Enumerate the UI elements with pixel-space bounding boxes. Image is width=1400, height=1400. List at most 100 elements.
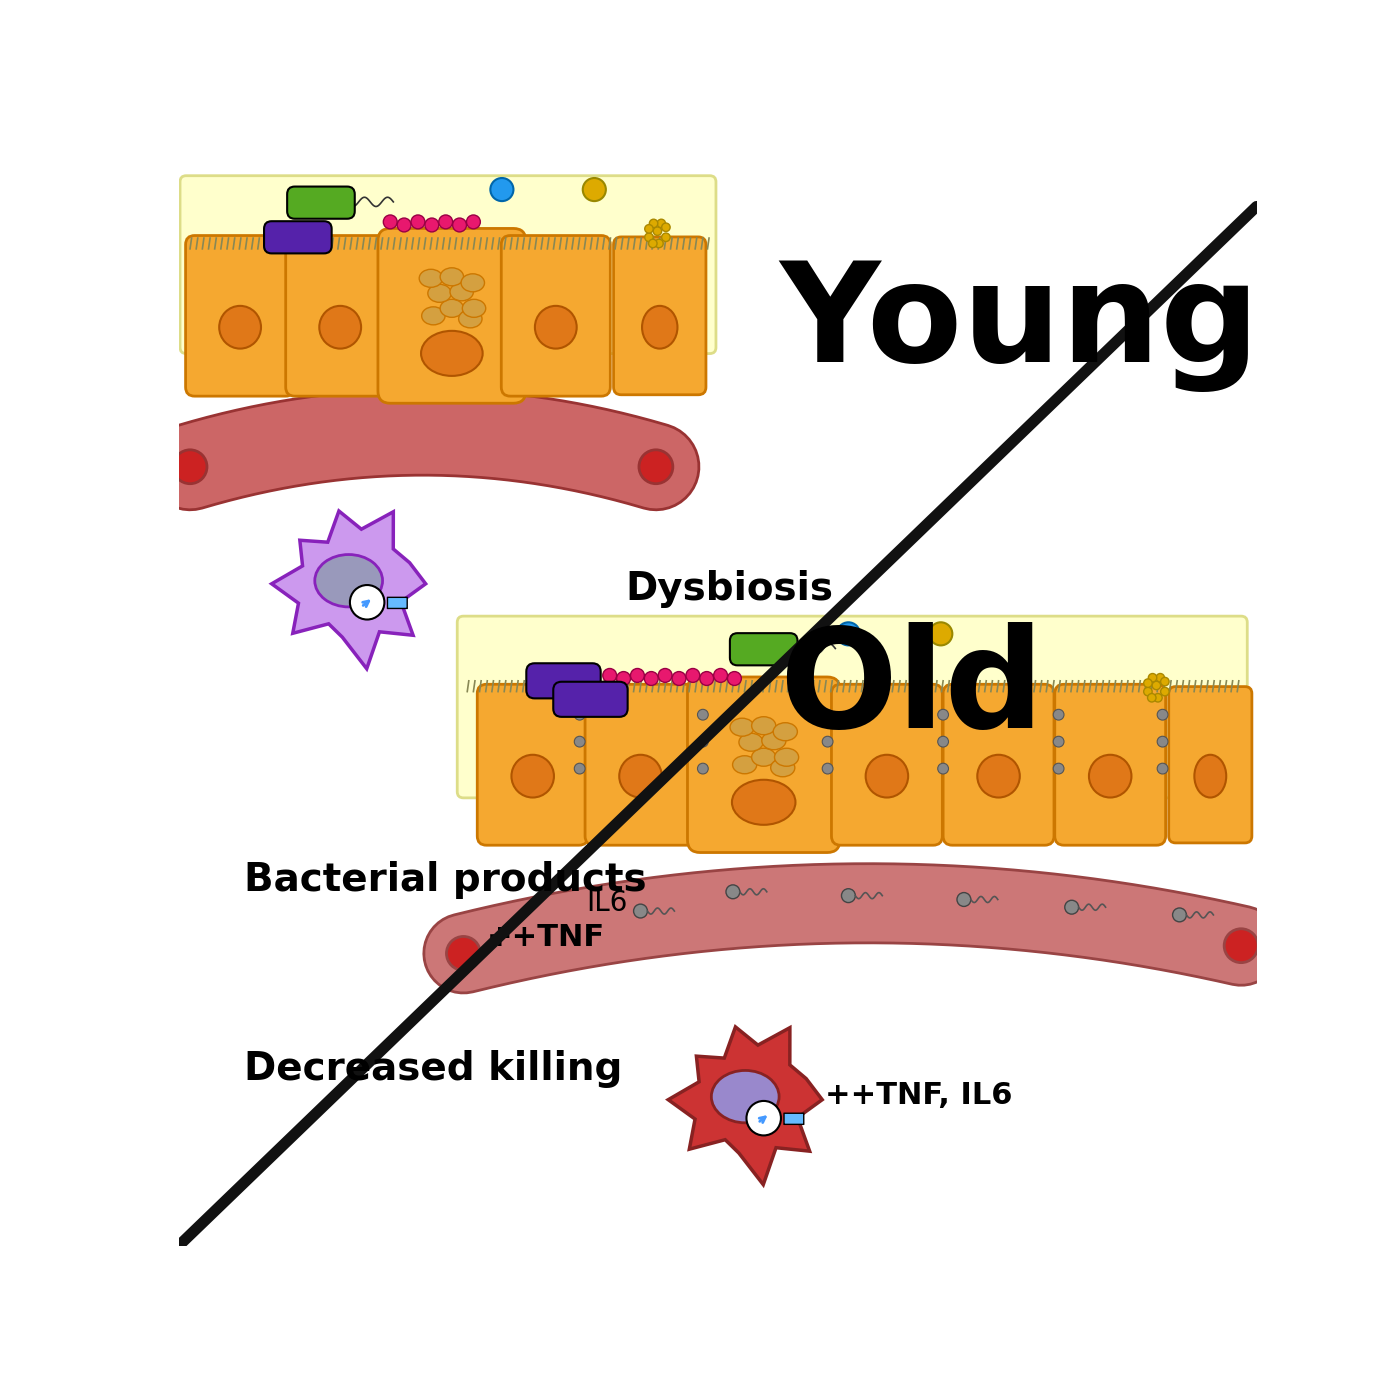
FancyBboxPatch shape [687, 678, 840, 853]
Circle shape [447, 937, 480, 970]
Circle shape [650, 220, 658, 228]
FancyBboxPatch shape [388, 598, 407, 609]
FancyBboxPatch shape [286, 235, 395, 396]
Circle shape [697, 710, 708, 720]
Ellipse shape [752, 717, 776, 735]
Circle shape [686, 669, 700, 682]
Circle shape [1065, 900, 1078, 914]
FancyBboxPatch shape [265, 221, 332, 253]
Ellipse shape [462, 300, 486, 318]
FancyBboxPatch shape [526, 664, 601, 699]
Circle shape [1148, 693, 1156, 701]
Circle shape [822, 763, 833, 774]
Circle shape [644, 672, 658, 686]
Circle shape [837, 622, 860, 645]
Circle shape [662, 223, 671, 231]
Circle shape [1173, 909, 1186, 921]
FancyBboxPatch shape [501, 235, 610, 396]
Ellipse shape [319, 305, 361, 349]
Circle shape [638, 449, 673, 484]
Circle shape [1144, 679, 1152, 687]
Ellipse shape [732, 756, 757, 774]
FancyBboxPatch shape [729, 633, 798, 665]
Ellipse shape [732, 780, 795, 825]
Circle shape [1053, 763, 1064, 774]
Text: Bacterial products: Bacterial products [244, 861, 647, 899]
Circle shape [1154, 693, 1162, 701]
Ellipse shape [220, 305, 260, 349]
Ellipse shape [770, 759, 795, 777]
Circle shape [1156, 673, 1165, 682]
FancyBboxPatch shape [832, 685, 942, 846]
Circle shape [700, 672, 714, 686]
Circle shape [574, 763, 585, 774]
Ellipse shape [729, 718, 755, 736]
Ellipse shape [865, 755, 909, 798]
Circle shape [645, 232, 654, 242]
Circle shape [930, 622, 952, 645]
Circle shape [1148, 673, 1156, 682]
Ellipse shape [428, 284, 451, 302]
Ellipse shape [643, 305, 678, 349]
Ellipse shape [774, 748, 798, 766]
Ellipse shape [739, 734, 763, 752]
Circle shape [728, 672, 742, 686]
FancyBboxPatch shape [181, 176, 715, 354]
Circle shape [672, 672, 686, 686]
Ellipse shape [461, 274, 484, 291]
Circle shape [655, 239, 664, 248]
Text: IL6: IL6 [587, 889, 629, 917]
Ellipse shape [619, 755, 662, 798]
Circle shape [452, 218, 466, 232]
Circle shape [958, 893, 970, 906]
Circle shape [1158, 736, 1168, 748]
Circle shape [938, 736, 949, 748]
Ellipse shape [535, 305, 577, 349]
Circle shape [1158, 710, 1168, 720]
Circle shape [412, 216, 426, 228]
Circle shape [822, 710, 833, 720]
Ellipse shape [419, 269, 442, 287]
Circle shape [490, 178, 514, 202]
Circle shape [1053, 710, 1064, 720]
Circle shape [1144, 687, 1152, 696]
Circle shape [654, 227, 662, 235]
FancyBboxPatch shape [1169, 686, 1252, 843]
Ellipse shape [762, 732, 785, 750]
Text: Decreased killing: Decreased killing [244, 1050, 623, 1088]
Circle shape [574, 710, 585, 720]
FancyBboxPatch shape [458, 616, 1247, 798]
Text: Old: Old [778, 622, 1044, 757]
Circle shape [841, 889, 855, 903]
FancyBboxPatch shape [1054, 685, 1166, 846]
FancyBboxPatch shape [186, 235, 294, 396]
Ellipse shape [711, 1071, 778, 1123]
Circle shape [822, 736, 833, 748]
FancyBboxPatch shape [553, 682, 627, 717]
Circle shape [938, 763, 949, 774]
FancyBboxPatch shape [613, 237, 706, 395]
Ellipse shape [977, 755, 1019, 798]
FancyBboxPatch shape [287, 186, 354, 218]
Circle shape [697, 736, 708, 748]
Circle shape [466, 216, 480, 228]
Circle shape [662, 232, 671, 242]
Text: ++TNF: ++TNF [487, 924, 605, 952]
Circle shape [1161, 678, 1169, 686]
Circle shape [1152, 682, 1161, 690]
Text: ++TNF, IL6: ++TNF, IL6 [826, 1081, 1012, 1110]
FancyBboxPatch shape [378, 228, 526, 403]
Circle shape [746, 1100, 781, 1135]
Polygon shape [668, 1028, 822, 1184]
Circle shape [616, 672, 630, 686]
Ellipse shape [1194, 755, 1226, 798]
Circle shape [630, 669, 644, 682]
Circle shape [1053, 736, 1064, 748]
Circle shape [582, 178, 606, 202]
Circle shape [657, 220, 665, 228]
FancyBboxPatch shape [477, 685, 588, 846]
Circle shape [384, 216, 398, 228]
Circle shape [1224, 928, 1259, 963]
Circle shape [634, 904, 647, 918]
Ellipse shape [421, 307, 445, 325]
